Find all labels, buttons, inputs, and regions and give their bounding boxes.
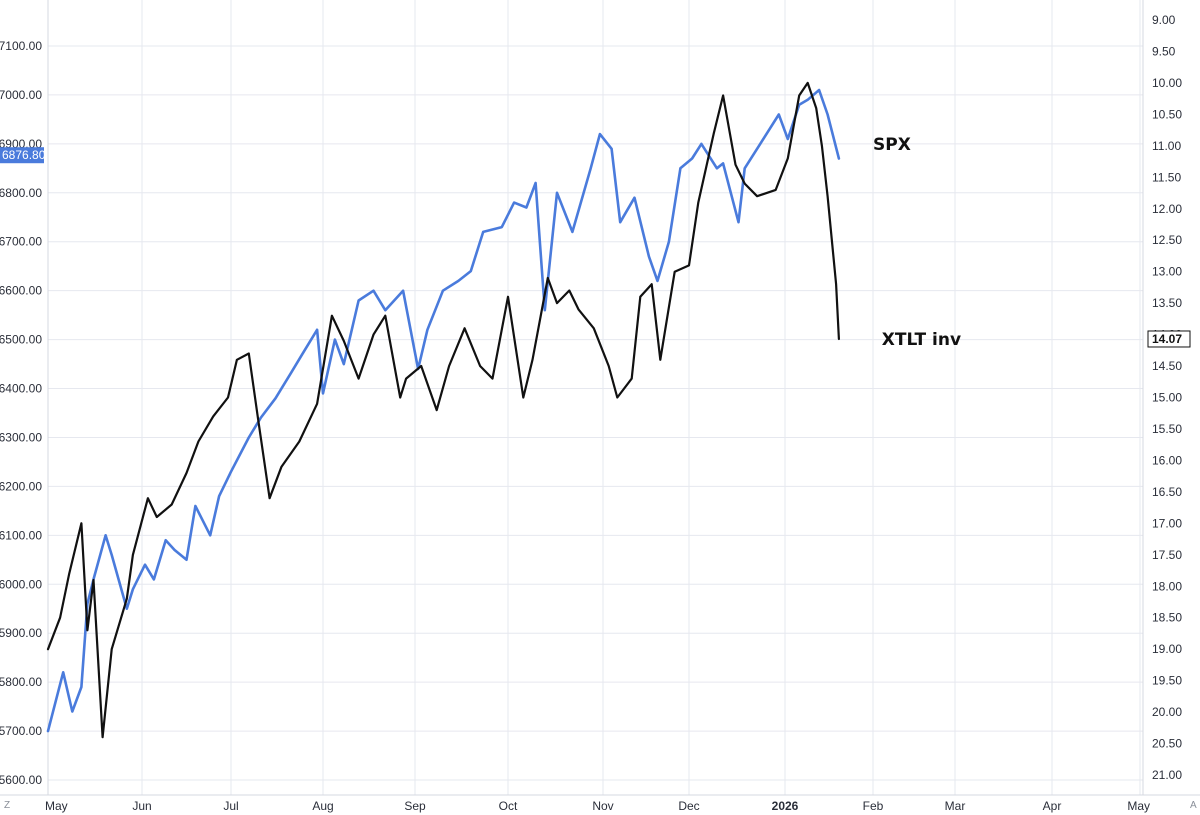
time-tick-label: May — [1127, 799, 1150, 813]
left-tick-label: 6800.00 — [0, 186, 42, 200]
left-tick-label: 6700.00 — [0, 235, 42, 249]
right-tick-label: 12.00 — [1152, 202, 1182, 216]
last-value-badges: 6876.80 14.07 — [0, 147, 1191, 348]
right-tick-label: 15.00 — [1152, 391, 1182, 405]
left-tick-label: 6600.00 — [0, 284, 42, 298]
xtlt-inv-last-value-badge — [1147, 330, 1191, 348]
time-tick-label: May — [45, 799, 68, 813]
right-tick-label: 19.00 — [1152, 642, 1182, 656]
left-tick-label: 6300.00 — [0, 430, 42, 444]
right-tick-label: 18.50 — [1152, 611, 1182, 625]
right-tick-label: 16.50 — [1152, 485, 1182, 499]
right-tick-label: 10.50 — [1152, 107, 1182, 121]
time-axis[interactable]: May Jun Jul Aug Sep Oct Nov Dec 2026 Feb Mar Apr May — [45, 799, 1150, 813]
xtlt-inv-last-value-text: 14.07 — [1152, 332, 1182, 346]
time-tick-label: Oct — [499, 799, 518, 813]
right-tick-label: 20.50 — [1152, 737, 1182, 751]
right-tick-label: 11.50 — [1152, 170, 1181, 184]
time-tick-label: Apr — [1043, 799, 1062, 813]
spx-last-value-badge — [0, 147, 44, 164]
auto-scale-toggle-left[interactable]: Z — [4, 800, 10, 811]
left-tick-label: 7000.00 — [0, 88, 42, 102]
right-tick-label: 9.00 — [1152, 13, 1176, 27]
left-price-axis[interactable]: 7100.007000.006900.006800.006700.006600.… — [0, 39, 42, 787]
left-tick-label: 5800.00 — [0, 675, 42, 689]
left-tick-label: 7100.00 — [0, 39, 42, 53]
left-tick-label: 6200.00 — [0, 479, 42, 493]
time-tick-label: 2026 — [772, 799, 799, 813]
left-tick-label: 6400.00 — [0, 382, 42, 396]
xtlt-inv-series-line — [46, 81, 841, 739]
right-price-axis[interactable]: 9.00 9.50 10.00 10.50 11.00 11.50 12.00 12.50 13… — [1152, 13, 1182, 782]
spx-annotation-label: SPX — [873, 135, 911, 155]
series-lines — [46, 81, 841, 739]
right-tick-label: 12.50 — [1152, 233, 1182, 247]
left-tick-label: 5600.00 — [0, 773, 42, 787]
time-tick-label: Jun — [132, 799, 151, 813]
right-tick-label: 13.50 — [1152, 296, 1182, 310]
auto-scale-toggle-right[interactable]: A — [1190, 800, 1197, 811]
time-tick-label: Aug — [312, 799, 333, 813]
right-tick-label: 9.50 — [1152, 44, 1176, 58]
right-tick-label: 17.50 — [1152, 548, 1182, 562]
right-tick-label: 15.50 — [1152, 422, 1182, 436]
spx-series-line — [46, 88, 841, 733]
time-tick-label: Sep — [404, 799, 426, 813]
time-tick-label: Jul — [223, 799, 238, 813]
left-tick-label: 6100.00 — [0, 528, 42, 542]
right-tick-label: 17.00 — [1152, 516, 1182, 530]
right-tick-label: 14.50 — [1152, 359, 1182, 373]
right-tick-label: 19.50 — [1152, 674, 1182, 688]
left-tick-label: 6500.00 — [0, 333, 42, 347]
time-tick-label: Feb — [863, 799, 884, 813]
spx-last-value-text: 6876.80 — [2, 148, 46, 162]
right-tick-label: 20.00 — [1152, 705, 1182, 719]
right-tick-label: 13.00 — [1152, 265, 1182, 279]
xtlt-inv-annotation-label: XTLT inv — [882, 330, 961, 350]
right-tick-label: 18.00 — [1152, 579, 1182, 593]
vertical-gridlines — [0, 0, 1200, 796]
left-tick-label: 6000.00 — [0, 577, 42, 591]
time-tick-label: Dec — [678, 799, 699, 813]
time-tick-label: Mar — [945, 799, 966, 813]
right-tick-label: 11.00 — [1152, 139, 1181, 153]
left-tick-label: 5700.00 — [0, 724, 42, 738]
time-tick-label: Nov — [592, 799, 613, 813]
right-tick-label: 10.00 — [1152, 76, 1182, 90]
right-tick-label: 21.00 — [1152, 768, 1182, 782]
left-tick-label: 5900.00 — [0, 626, 42, 640]
right-tick-label: 16.00 — [1152, 453, 1182, 467]
series-annotations: SPX XTLT inv — [873, 135, 961, 350]
horizontal-gridlines — [48, 45, 1143, 781]
